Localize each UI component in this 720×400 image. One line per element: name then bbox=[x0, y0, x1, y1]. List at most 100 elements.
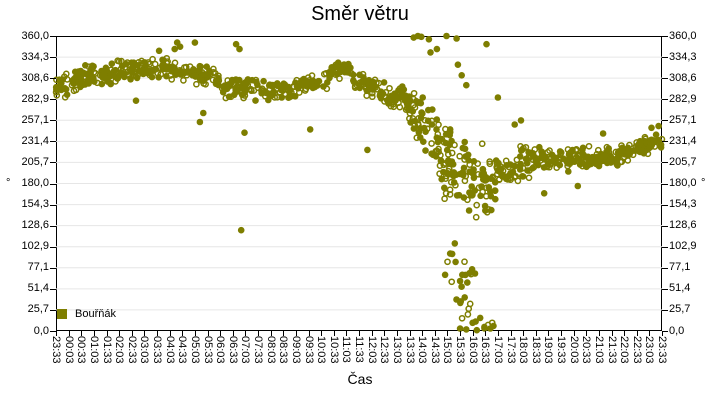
data-point bbox=[444, 151, 452, 158]
data-point bbox=[180, 69, 187, 76]
data-point bbox=[447, 178, 455, 186]
data-point bbox=[603, 159, 611, 167]
data-point bbox=[461, 177, 469, 185]
data-point bbox=[511, 162, 518, 170]
x-tick-mark bbox=[624, 331, 625, 336]
data-point bbox=[446, 141, 454, 149]
data-point bbox=[458, 314, 466, 322]
data-point bbox=[117, 69, 125, 76]
data-point bbox=[477, 192, 484, 200]
data-point bbox=[344, 68, 352, 76]
y-tick-label-left: 25,7 bbox=[27, 303, 49, 315]
data-point bbox=[306, 126, 314, 133]
data-point bbox=[456, 325, 464, 332]
y-tick-mark bbox=[50, 57, 56, 58]
data-point bbox=[433, 116, 441, 123]
data-point bbox=[464, 279, 471, 286]
data-point bbox=[441, 184, 448, 192]
x-tick-label: 11:03 bbox=[340, 336, 352, 363]
data-point bbox=[77, 71, 85, 78]
data-point bbox=[639, 145, 647, 152]
data-point bbox=[237, 226, 245, 234]
data-point bbox=[132, 97, 140, 104]
y-tick-mark bbox=[662, 205, 668, 206]
data-point bbox=[85, 63, 93, 71]
x-tick-mark bbox=[309, 331, 310, 336]
data-point bbox=[541, 153, 549, 160]
y-axis-unit-left: ° bbox=[6, 177, 11, 189]
data-point bbox=[546, 147, 553, 154]
data-point bbox=[652, 131, 660, 138]
y-tick-mark bbox=[662, 247, 668, 248]
data-point bbox=[89, 62, 96, 70]
data-point bbox=[72, 86, 80, 94]
data-point bbox=[78, 76, 85, 84]
y-tick-label-left: 231,4 bbox=[21, 135, 49, 147]
data-point bbox=[258, 86, 265, 94]
x-tick-label: 23:03 bbox=[643, 336, 655, 364]
x-tick-label: 18:33 bbox=[530, 336, 542, 364]
data-point bbox=[424, 117, 432, 125]
data-point bbox=[444, 258, 451, 266]
x-tick-mark bbox=[157, 331, 158, 336]
data-point bbox=[270, 88, 278, 96]
data-point bbox=[591, 156, 599, 163]
data-point bbox=[236, 76, 243, 84]
y-tick-label-left: 360,0 bbox=[21, 30, 49, 42]
x-tick-label: 05:33 bbox=[202, 336, 214, 364]
data-point bbox=[452, 181, 459, 189]
data-point bbox=[529, 151, 536, 159]
data-point bbox=[129, 69, 136, 76]
data-point bbox=[353, 81, 360, 89]
x-tick-label: 19:03 bbox=[542, 336, 554, 364]
data-point bbox=[613, 161, 621, 168]
x-tick-label: 04:03 bbox=[164, 336, 176, 364]
data-point bbox=[459, 169, 467, 176]
y-tick-label-right: 308,6 bbox=[669, 72, 697, 84]
y-tick-mark bbox=[662, 120, 668, 121]
data-point bbox=[448, 250, 456, 258]
x-tick-label: 00:33 bbox=[75, 336, 87, 364]
data-point bbox=[152, 65, 160, 73]
data-point bbox=[651, 138, 658, 146]
x-tick-label: 06:33 bbox=[227, 336, 239, 364]
data-point bbox=[519, 173, 527, 180]
data-point bbox=[440, 138, 448, 146]
data-point bbox=[115, 57, 123, 65]
data-point bbox=[215, 77, 223, 84]
x-tick-label: 14:03 bbox=[416, 336, 428, 364]
x-tick-mark bbox=[321, 331, 322, 336]
data-point bbox=[479, 165, 487, 173]
x-tick-label: 20:03 bbox=[568, 336, 580, 364]
data-point bbox=[516, 153, 524, 160]
data-point bbox=[220, 84, 228, 91]
y-axis-unit-right: ° bbox=[701, 177, 706, 189]
x-tick-label: 01:33 bbox=[101, 336, 113, 364]
data-point bbox=[486, 160, 494, 168]
x-tick-label: 23:33 bbox=[656, 336, 668, 364]
x-tick-mark bbox=[107, 331, 108, 336]
data-point bbox=[410, 89, 418, 97]
data-point bbox=[71, 68, 79, 76]
y-tick-mark bbox=[50, 289, 56, 290]
data-point bbox=[458, 72, 466, 79]
data-point bbox=[624, 157, 632, 164]
x-tick-label: 12:33 bbox=[378, 336, 390, 364]
x-tick-mark bbox=[410, 331, 411, 336]
x-tick-label: 16:03 bbox=[467, 336, 479, 364]
y-tick-mark bbox=[50, 247, 56, 248]
y-tick-label-left: 282,9 bbox=[21, 93, 49, 105]
data-point bbox=[134, 62, 142, 69]
x-tick-label: 21:33 bbox=[606, 336, 618, 364]
data-point bbox=[451, 240, 459, 247]
x-tick-mark bbox=[119, 331, 120, 336]
data-point bbox=[513, 156, 521, 164]
data-point bbox=[159, 61, 166, 69]
data-point bbox=[594, 146, 602, 154]
x-tick-label: 19:33 bbox=[555, 336, 567, 364]
x-tick-mark bbox=[69, 331, 70, 336]
y-tick-label-left: 334,3 bbox=[21, 51, 49, 63]
x-tick-label: 16:33 bbox=[479, 336, 491, 364]
data-point bbox=[441, 195, 448, 203]
data-point bbox=[641, 133, 649, 141]
